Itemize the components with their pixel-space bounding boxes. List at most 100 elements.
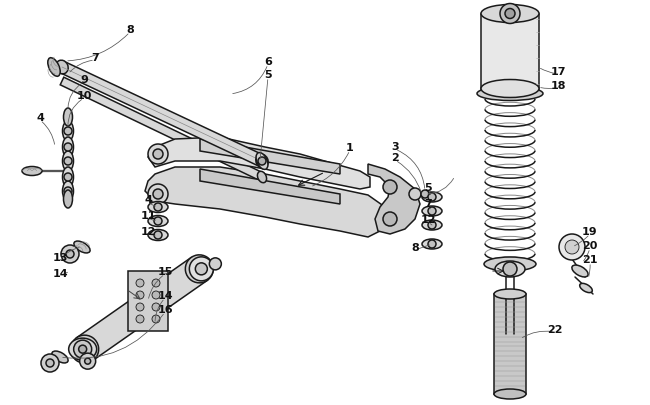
Circle shape <box>383 213 397 226</box>
Circle shape <box>79 345 86 353</box>
Ellipse shape <box>257 172 266 183</box>
Text: 2: 2 <box>391 153 399 162</box>
Polygon shape <box>145 168 388 237</box>
Circle shape <box>428 207 436 215</box>
Circle shape <box>209 258 222 270</box>
Text: 16: 16 <box>157 304 173 314</box>
Polygon shape <box>368 164 420 234</box>
Ellipse shape <box>256 153 268 170</box>
Ellipse shape <box>62 138 73 158</box>
Ellipse shape <box>62 151 73 172</box>
Ellipse shape <box>494 389 526 399</box>
Ellipse shape <box>62 168 73 188</box>
Circle shape <box>41 354 59 372</box>
Ellipse shape <box>422 220 442 230</box>
Circle shape <box>428 194 436 202</box>
Circle shape <box>196 263 207 275</box>
Circle shape <box>64 128 72 136</box>
Circle shape <box>559 234 585 260</box>
Ellipse shape <box>481 80 539 98</box>
Circle shape <box>154 231 162 239</box>
Circle shape <box>500 4 520 24</box>
Ellipse shape <box>481 6 539 23</box>
Circle shape <box>136 315 144 323</box>
Text: 3: 3 <box>391 142 399 151</box>
Ellipse shape <box>71 335 99 363</box>
Circle shape <box>66 250 74 258</box>
Circle shape <box>64 174 72 181</box>
Ellipse shape <box>56 61 68 75</box>
Text: 14: 14 <box>157 290 173 300</box>
Polygon shape <box>148 138 370 190</box>
Text: 10: 10 <box>76 91 92 101</box>
Text: 21: 21 <box>582 254 598 264</box>
Polygon shape <box>200 170 340 205</box>
Ellipse shape <box>185 255 213 283</box>
Ellipse shape <box>62 122 73 142</box>
Ellipse shape <box>494 289 526 299</box>
Circle shape <box>152 291 160 299</box>
Ellipse shape <box>148 216 168 227</box>
Circle shape <box>503 262 517 276</box>
Text: 8: 8 <box>126 25 134 35</box>
Text: 4: 4 <box>36 113 44 123</box>
Text: 12: 12 <box>421 215 436 224</box>
Ellipse shape <box>484 257 536 271</box>
Polygon shape <box>60 78 264 181</box>
Circle shape <box>136 279 144 287</box>
Circle shape <box>148 145 168 164</box>
Polygon shape <box>128 271 168 331</box>
Text: 15: 15 <box>157 266 173 276</box>
Ellipse shape <box>580 284 592 293</box>
Ellipse shape <box>62 181 73 202</box>
Circle shape <box>46 359 54 367</box>
Ellipse shape <box>422 207 442 216</box>
Ellipse shape <box>422 239 442 249</box>
Text: 14: 14 <box>52 269 68 278</box>
Text: 9: 9 <box>80 75 88 85</box>
Ellipse shape <box>572 265 588 277</box>
Ellipse shape <box>148 230 168 241</box>
Circle shape <box>154 203 162 211</box>
Polygon shape <box>77 258 207 361</box>
Text: 20: 20 <box>582 241 598 250</box>
Text: 5: 5 <box>424 183 432 192</box>
Ellipse shape <box>69 338 97 360</box>
Polygon shape <box>481 15 539 89</box>
Circle shape <box>136 291 144 299</box>
Circle shape <box>565 241 579 254</box>
Ellipse shape <box>422 192 442 202</box>
Ellipse shape <box>148 202 168 213</box>
Circle shape <box>428 241 436 248</box>
Circle shape <box>64 158 72 166</box>
Ellipse shape <box>52 351 68 363</box>
Polygon shape <box>59 62 265 167</box>
Circle shape <box>73 340 92 358</box>
Text: 19: 19 <box>582 226 598 237</box>
Circle shape <box>84 358 90 364</box>
Text: 18: 18 <box>551 81 566 91</box>
Text: 17: 17 <box>551 67 566 77</box>
Circle shape <box>153 149 163 160</box>
Text: 4: 4 <box>144 194 152 205</box>
Circle shape <box>383 181 397 194</box>
Circle shape <box>258 158 266 166</box>
Polygon shape <box>200 140 340 175</box>
Text: 22: 22 <box>547 324 563 334</box>
Circle shape <box>64 188 72 196</box>
Ellipse shape <box>477 87 543 101</box>
Circle shape <box>152 303 160 311</box>
Ellipse shape <box>22 167 42 176</box>
Ellipse shape <box>495 261 525 277</box>
Ellipse shape <box>64 190 73 209</box>
Circle shape <box>152 315 160 323</box>
Text: 6: 6 <box>264 57 272 67</box>
Circle shape <box>61 245 79 263</box>
Ellipse shape <box>256 155 268 168</box>
Text: 12: 12 <box>140 226 156 237</box>
Text: 1: 1 <box>346 143 354 153</box>
Circle shape <box>64 144 72 151</box>
Polygon shape <box>494 294 526 394</box>
Circle shape <box>505 9 515 19</box>
Text: 7: 7 <box>424 198 432 209</box>
